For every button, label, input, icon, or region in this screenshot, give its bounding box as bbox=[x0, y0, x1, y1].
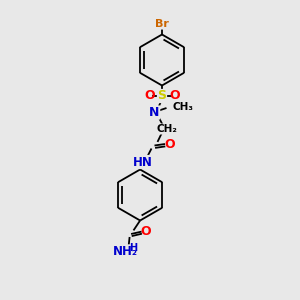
Text: N: N bbox=[149, 106, 160, 119]
Text: Br: Br bbox=[155, 19, 169, 29]
Text: O: O bbox=[164, 137, 175, 151]
Text: S: S bbox=[158, 89, 166, 103]
Text: CH₃: CH₃ bbox=[172, 101, 194, 112]
Text: H: H bbox=[129, 243, 138, 254]
Text: CH₂: CH₂ bbox=[156, 124, 177, 134]
Text: O: O bbox=[169, 89, 180, 103]
Text: NH₂: NH₂ bbox=[112, 245, 138, 258]
Text: O: O bbox=[144, 89, 155, 103]
Text: O: O bbox=[141, 225, 152, 238]
Text: HN: HN bbox=[133, 155, 152, 169]
